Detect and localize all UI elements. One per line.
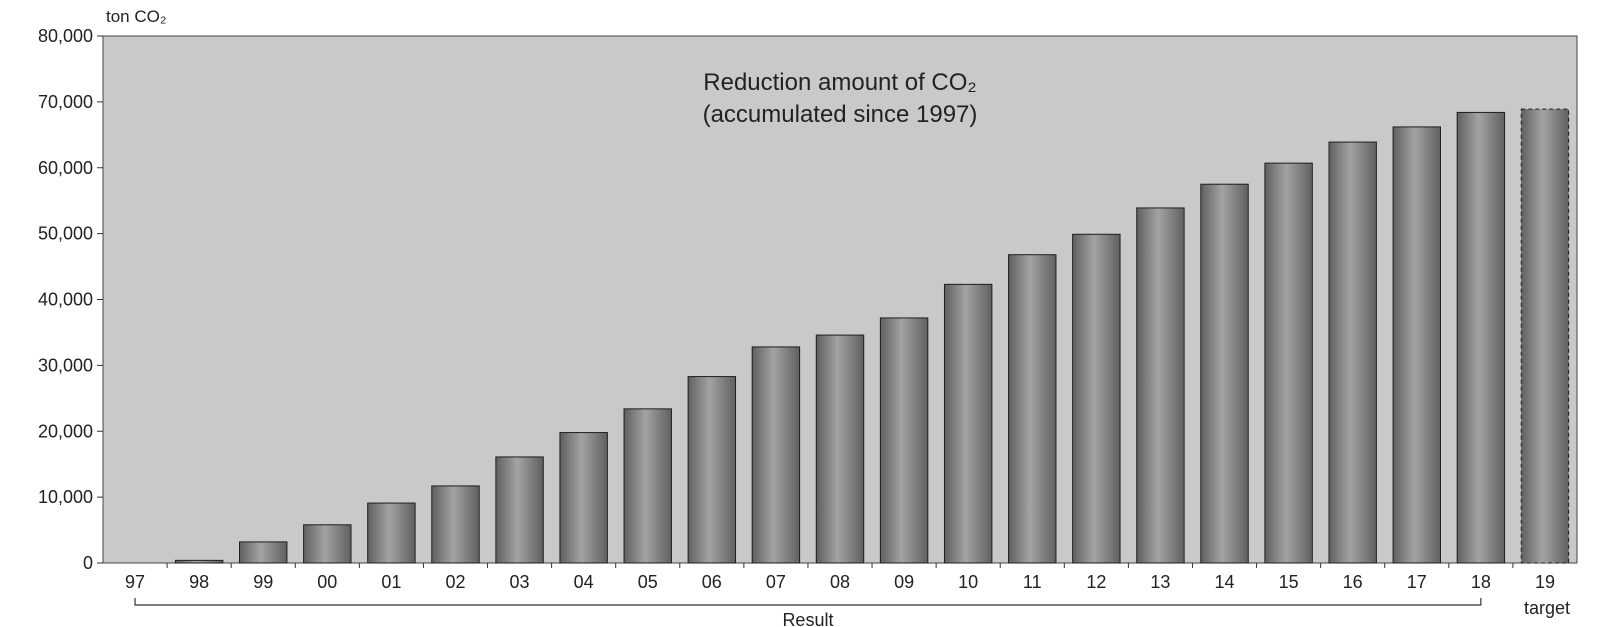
- y-tick-label: 0: [83, 553, 93, 573]
- bar-02: [431, 485, 480, 564]
- x-tick-label-18: 18: [1471, 572, 1491, 592]
- x-axis-ticks: 97 98 99 00 01 02 03 04 05 06 07 08 09 10 11 12 13 14 15 16…: [125, 563, 1555, 592]
- x-tick-label-05: 05: [638, 572, 658, 592]
- bar-target-19: [1520, 108, 1570, 564]
- x-tick-label-08: 08: [830, 572, 850, 592]
- bar-06: [687, 376, 737, 564]
- x-tick-label-04: 04: [574, 572, 594, 592]
- bar-13: [1136, 207, 1185, 564]
- x-tick-label-09: 09: [894, 572, 914, 592]
- x-tick-label-98: 98: [189, 572, 209, 592]
- bar-07: [751, 346, 801, 564]
- y-tick-label: 80,000: [38, 26, 93, 46]
- target-group-label: target: [1524, 598, 1570, 618]
- y-tick-label: 30,000: [38, 355, 93, 375]
- chart-title-line-1: Reduction amount of CO₂: [703, 69, 976, 96]
- y-axis-unit-label: ton CO₂: [106, 7, 166, 26]
- y-tick-label: 60,000: [38, 158, 93, 178]
- bar-17: [1392, 126, 1441, 564]
- x-tick-label-97: 97: [125, 572, 145, 592]
- bar-14: [1200, 183, 1249, 564]
- x-tick-label-07: 07: [766, 572, 786, 592]
- bar-15: [1264, 162, 1313, 564]
- y-tick-label: 50,000: [38, 224, 93, 244]
- x-tick-label-03: 03: [510, 572, 530, 592]
- bars: [174, 108, 1570, 564]
- x-tick-label-10: 10: [958, 572, 978, 592]
- bar-08: [815, 334, 865, 564]
- y-tick-label: 40,000: [38, 290, 93, 310]
- x-tick-label-00: 00: [317, 572, 337, 592]
- chart-title-line-2: (accumulated since 1997): [703, 101, 978, 128]
- x-tick-label-14: 14: [1215, 572, 1235, 592]
- x-tick-label-12: 12: [1086, 572, 1106, 592]
- result-group-label: Result: [782, 610, 833, 627]
- x-tick-label-01: 01: [381, 572, 401, 592]
- bar-05: [623, 408, 672, 564]
- y-axis-ticks: 0 10,000 20,000 30,000 40,000 50,000 60,000 70,…: [38, 26, 103, 573]
- y-tick-label: 10,000: [38, 487, 93, 507]
- bar-01: [367, 502, 416, 564]
- y-tick-label: 70,000: [38, 92, 93, 112]
- bar-18: [1456, 111, 1506, 564]
- bar-98: [174, 559, 224, 564]
- bar-12: [1072, 233, 1121, 564]
- bar-16: [1328, 141, 1377, 564]
- x-tick-label-17: 17: [1407, 572, 1427, 592]
- bar-10: [943, 283, 993, 564]
- bar-03: [495, 456, 544, 564]
- y-tick-label: 20,000: [38, 421, 93, 441]
- x-tick-label-99: 99: [253, 572, 273, 592]
- x-tick-label-15: 15: [1279, 572, 1299, 592]
- bar-99: [239, 541, 288, 564]
- x-tick-label-02: 02: [445, 572, 465, 592]
- x-tick-label-06: 06: [702, 572, 722, 592]
- result-bracket: [134, 598, 1482, 606]
- x-tick-label-11: 11: [1023, 572, 1042, 592]
- x-tick-label-19: 19: [1535, 572, 1555, 592]
- bar-04: [559, 432, 608, 564]
- bar-00: [303, 524, 352, 564]
- x-tick-label-13: 13: [1150, 572, 1170, 592]
- bar-11: [1008, 254, 1057, 564]
- bar-09: [879, 317, 929, 564]
- x-tick-label-16: 16: [1343, 572, 1363, 592]
